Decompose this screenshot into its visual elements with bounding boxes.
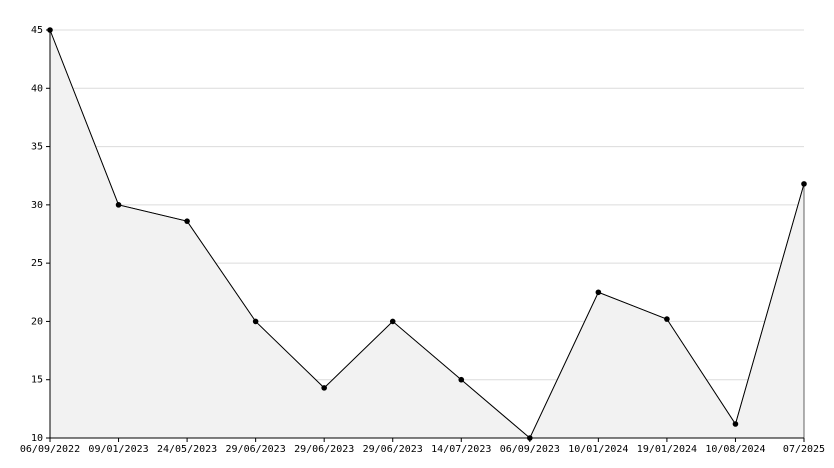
y-tick-label: 25 bbox=[31, 258, 43, 269]
x-tick-label: 06/09/2022 bbox=[20, 444, 80, 455]
y-tick-label: 10 bbox=[31, 433, 43, 444]
marker bbox=[321, 385, 327, 391]
marker bbox=[527, 435, 533, 441]
y-tick-label: 20 bbox=[31, 316, 43, 327]
marker bbox=[115, 202, 122, 208]
line bbox=[49, 29, 805, 439]
marker bbox=[801, 181, 807, 187]
x-tick-label: 19/01/2024 bbox=[637, 444, 697, 455]
y-tick-label: 40 bbox=[31, 83, 43, 94]
x-tick-label: 06/09/2023 bbox=[500, 444, 560, 455]
x-tick-label: 09/01/2023 bbox=[88, 444, 148, 455]
area bbox=[49, 29, 805, 439]
y-tick-label: 30 bbox=[31, 200, 43, 211]
marker bbox=[664, 316, 670, 322]
x-tick-label: 24/05/2023 bbox=[157, 444, 217, 455]
marker bbox=[252, 318, 259, 325]
x-tick-label: 07/2025 bbox=[783, 444, 825, 455]
marker bbox=[595, 289, 602, 296]
marker bbox=[47, 27, 53, 33]
y-tick-label: 45 bbox=[31, 25, 43, 36]
marker bbox=[184, 218, 190, 224]
x-tick-label: 29/06/2023 bbox=[363, 444, 423, 455]
marker bbox=[732, 421, 739, 427]
x-tick-label: 14/07/2023 bbox=[431, 444, 491, 455]
x-tick-label: 29/06/2023 bbox=[226, 444, 286, 455]
x-tick-label: 29/06/2023 bbox=[294, 444, 354, 455]
marker bbox=[458, 376, 465, 383]
y-tick-label: 35 bbox=[31, 142, 43, 153]
y-tick-label: 15 bbox=[31, 375, 43, 386]
x-tick-label: 10/01/2024 bbox=[568, 444, 628, 455]
marker bbox=[389, 318, 396, 325]
x-tick-label: 10/08/2024 bbox=[705, 444, 765, 455]
